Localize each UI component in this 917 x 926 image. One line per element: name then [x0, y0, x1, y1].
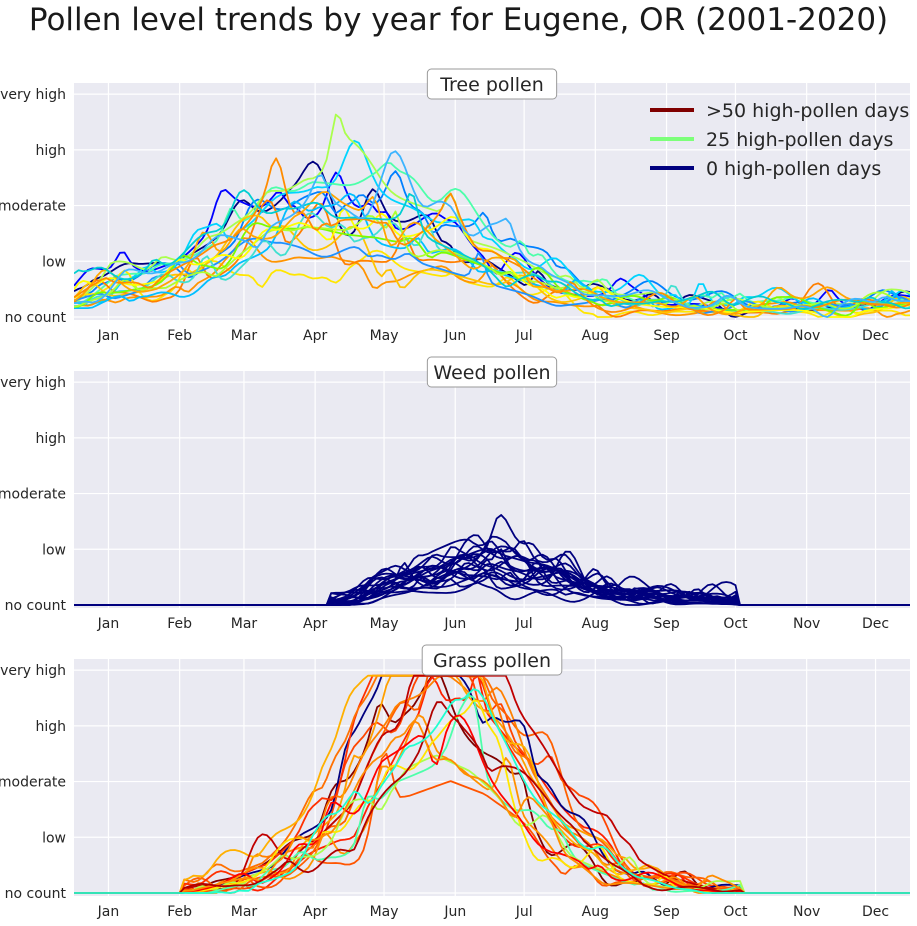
panel-title: Weed pollen [433, 362, 550, 384]
y-tick-label: moderate [0, 775, 66, 791]
y-tick-label: no count [5, 598, 67, 614]
series-group [74, 514, 910, 606]
series-line [74, 191, 910, 316]
x-tick-label: May [370, 328, 399, 344]
x-tick-label: Feb [167, 328, 192, 344]
x-tick-label: Jan [97, 328, 120, 344]
chart-panel-1: no count low moderate high very high Jan Feb Ma… [0, 356, 910, 632]
y-tick-label: very high [0, 87, 66, 103]
legend-label: 0 high-pollen days [706, 158, 881, 180]
x-tick-label: Jul [515, 904, 533, 920]
x-tick-label: Mar [231, 328, 258, 344]
x-tick-label: May [370, 904, 399, 920]
series-group [74, 674, 910, 894]
series-line [74, 139, 910, 307]
x-tick-label: Oct [723, 616, 748, 632]
plot-background [74, 659, 910, 896]
y-tick-label: moderate [0, 487, 66, 503]
x-tick-label: Apr [303, 328, 327, 344]
series-group [74, 113, 910, 318]
panel-title-box [421, 644, 563, 676]
y-tick-label: very high [0, 663, 66, 679]
y-tick-label: low [42, 254, 66, 270]
y-tick-label: no count [5, 886, 67, 902]
panel-title-box [426, 356, 558, 388]
x-tick-label: Jun [443, 904, 466, 920]
x-tick-label: Jun [443, 328, 466, 344]
x-tick-label: Feb [167, 616, 192, 632]
legend: >50 high-pollen days 25 high-pollen days 0… [650, 100, 909, 180]
x-tick-label: Oct [723, 328, 748, 344]
x-tick-label: Sep [653, 904, 680, 920]
x-tick-label: Apr [303, 904, 327, 920]
x-tick-label: Mar [231, 616, 258, 632]
x-tick-label: Jun [443, 616, 466, 632]
y-tick-label: high [35, 719, 66, 735]
x-tick-label: Jan [97, 904, 120, 920]
y-tick-label: very high [0, 375, 66, 391]
x-tick-label: Jan [97, 616, 120, 632]
panel-title: Grass pollen [433, 650, 551, 672]
series-line [74, 688, 910, 894]
x-tick-label: Oct [723, 904, 748, 920]
y-tick-label: low [42, 830, 66, 846]
series-line [74, 571, 910, 606]
x-tick-label: Jul [515, 328, 533, 344]
x-tick-label: Nov [793, 616, 820, 632]
x-tick-label: Apr [303, 616, 327, 632]
x-tick-label: Jul [515, 616, 533, 632]
x-tick-label: May [370, 616, 399, 632]
chart-panel-2: no count low moderate high very high Jan Feb Ma… [0, 644, 910, 920]
series-line [74, 210, 910, 313]
series-line [74, 150, 910, 318]
series-line [74, 189, 910, 310]
panel-title-box [426, 68, 558, 100]
x-tick-label: Aug [582, 616, 609, 632]
series-line [74, 113, 910, 308]
x-tick-label: Dec [862, 616, 889, 632]
x-tick-label: Mar [231, 904, 258, 920]
x-tick-label: Dec [862, 904, 889, 920]
plot-background [74, 83, 910, 320]
y-tick-label: no count [5, 310, 67, 326]
y-tick-label: high [35, 143, 66, 159]
x-tick-label: Feb [167, 904, 192, 920]
legend-label: >50 high-pollen days [706, 100, 909, 122]
y-tick-label: low [42, 542, 66, 558]
x-tick-label: Nov [793, 328, 820, 344]
x-tick-label: Dec [862, 328, 889, 344]
figure-title: Pollen level trends by year for Eugene, … [28, 2, 889, 38]
series-line [74, 249, 910, 318]
y-tick-label: high [35, 431, 66, 447]
panel-title: Tree pollen [439, 74, 544, 96]
x-tick-label: Sep [653, 616, 680, 632]
chart-panel-0: no count low moderate high very high Jan Feb Ma… [0, 68, 910, 344]
x-tick-label: Sep [653, 328, 680, 344]
x-tick-label: Nov [793, 904, 820, 920]
y-tick-label: moderate [0, 199, 66, 215]
legend-label: 25 high-pollen days [706, 129, 893, 151]
x-tick-label: Aug [582, 904, 609, 920]
x-tick-label: Aug [582, 328, 609, 344]
